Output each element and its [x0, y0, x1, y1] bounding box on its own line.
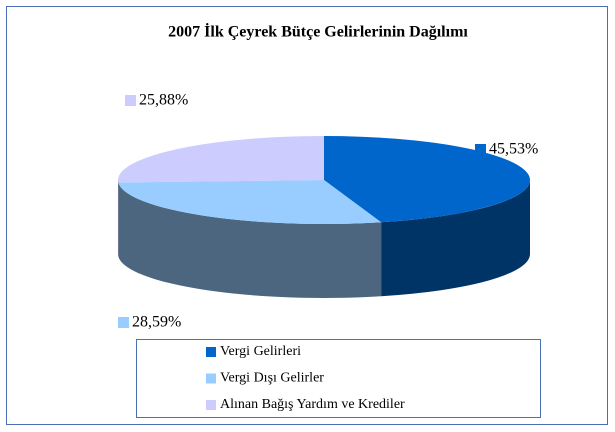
data-label: 28,59%: [132, 314, 181, 331]
data-label-key: [125, 95, 136, 106]
pie-slice: [118, 136, 324, 183]
legend-key: [206, 373, 216, 384]
pie-side: [381, 180, 530, 297]
pie-side: [118, 182, 382, 298]
legend-label: Vergi Gelirleri: [220, 344, 301, 359]
data-label-key: [475, 144, 486, 155]
data-label: 25,88%: [139, 92, 188, 109]
pie-slice: [118, 180, 382, 225]
chart-title: 2007 İlk Çeyrek Bütçe Gelirlerinin Dağıl…: [168, 22, 468, 41]
legend-label: Vergi Dışı Gelirler: [220, 371, 324, 386]
legend-box: [136, 339, 541, 418]
pie: [118, 136, 531, 298]
legend-key: [206, 347, 216, 357]
legend-label: Alınan Bağış Yardım ve Krediler: [220, 397, 405, 412]
pie-slice: [324, 136, 531, 223]
legend-key: [206, 400, 216, 410]
data-label: 45,53%: [489, 141, 538, 158]
data-label-key: [118, 317, 129, 328]
